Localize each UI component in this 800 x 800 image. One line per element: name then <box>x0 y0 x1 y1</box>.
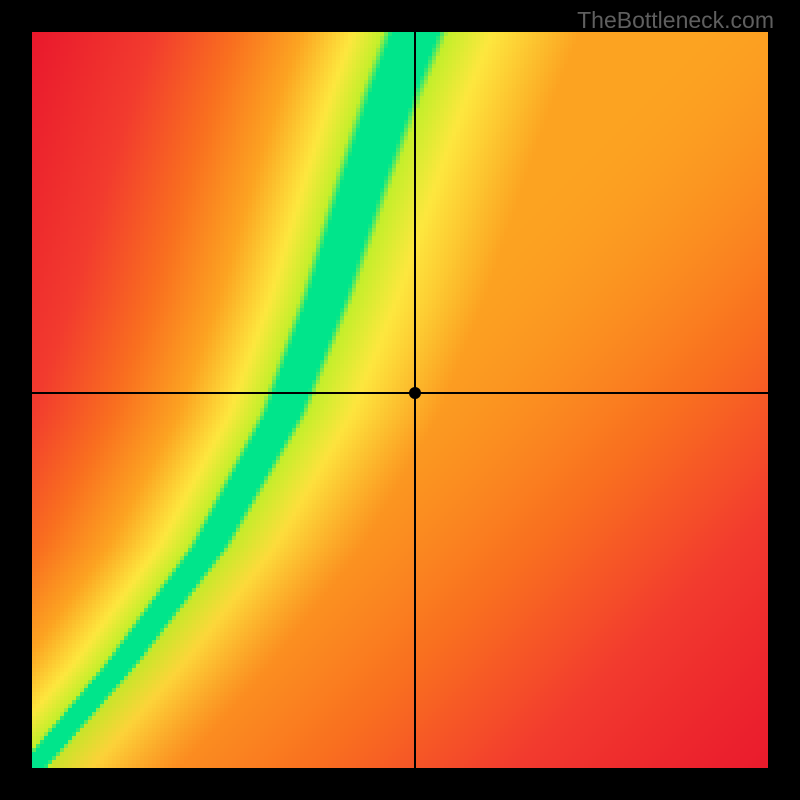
watermark-text: TheBottleneck.com <box>577 7 774 34</box>
chart-container: { "watermark": { "text": "TheBottleneck.… <box>0 0 800 800</box>
bottleneck-heatmap <box>32 32 768 768</box>
crosshair-horizontal <box>32 392 768 394</box>
crosshair-vertical <box>414 32 416 768</box>
